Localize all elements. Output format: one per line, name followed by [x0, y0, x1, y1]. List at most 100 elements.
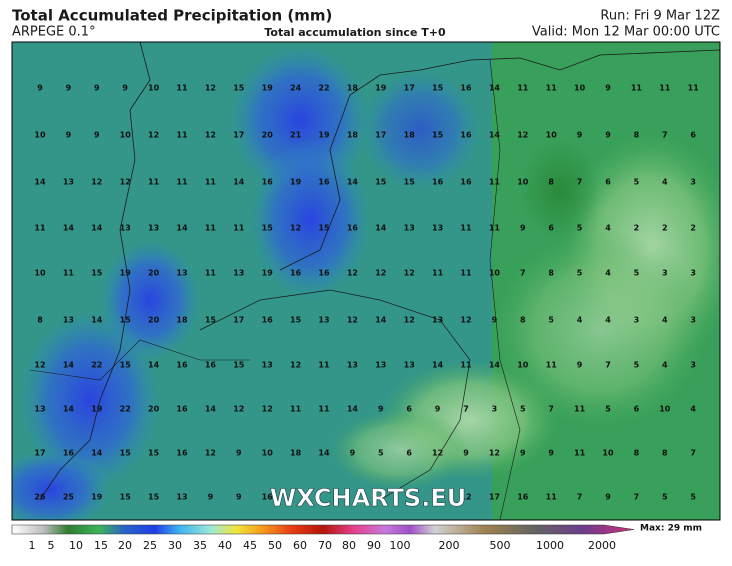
grid-value: 9 — [520, 224, 526, 233]
grid-value: 17 — [233, 131, 244, 140]
colorbar-label: 60 — [293, 539, 307, 552]
grid-value: 6 — [406, 405, 412, 414]
grid-value: 14 — [375, 316, 387, 325]
colorbar-label: 50 — [268, 539, 282, 552]
grid-value: 11 — [460, 269, 472, 278]
grid-value: 15 — [290, 316, 302, 325]
grid-value: 9 — [66, 84, 72, 93]
grid-value: 11 — [574, 405, 586, 414]
grid-value: 16 — [262, 178, 274, 187]
grid-value: 4 — [662, 178, 668, 187]
colorbar-label: 200 — [439, 539, 460, 552]
grid-value: 13 — [63, 316, 74, 325]
grid-value: 5 — [605, 405, 611, 414]
grid-value: 15 — [120, 361, 132, 370]
grid-value: 11 — [176, 84, 188, 93]
grid-value: 11 — [517, 84, 529, 93]
grid-value: 9 — [548, 449, 554, 458]
grid-value: 11 — [688, 84, 700, 93]
grid-value: 26 — [34, 493, 46, 502]
grid-value: 6 — [690, 131, 696, 140]
grid-value: 15 — [148, 449, 160, 458]
grid-value: 4 — [605, 269, 611, 278]
grid-value: 11 — [631, 84, 643, 93]
valid: Valid: Mon 12 Mar 00:00 UTC — [532, 25, 720, 40]
grid-value: 13 — [404, 224, 415, 233]
grid-value: 14 — [91, 449, 103, 458]
grid-value: 19 — [318, 131, 330, 140]
grid-value: 9 — [463, 449, 469, 458]
colorbar-label: 500 — [490, 539, 511, 552]
grid-value: 12 — [404, 316, 415, 325]
grid-value: 9 — [94, 84, 100, 93]
grid-value: 12 — [517, 131, 528, 140]
grid-value: 18 — [347, 84, 359, 93]
grid-value: 16 — [318, 178, 330, 187]
grid-value: 7 — [634, 493, 640, 502]
grid-value: 10 — [602, 449, 614, 458]
grid-value: 16 — [176, 361, 188, 370]
grid-value: 10 — [489, 269, 501, 278]
grid-value: 5 — [690, 493, 696, 502]
grid-value: 9 — [66, 131, 72, 140]
grid-value: 8 — [634, 449, 640, 458]
grid-value: 12 — [404, 269, 415, 278]
grid-value: 6 — [634, 405, 640, 414]
grid-value: 14 — [91, 316, 103, 325]
grid-value: 18 — [347, 131, 359, 140]
colorbar-label: 25 — [143, 539, 157, 552]
grid-value: 15 — [148, 493, 160, 502]
grid-value: 11 — [205, 224, 217, 233]
map-field — [12, 42, 720, 520]
grid-value: 9 — [605, 493, 611, 502]
grid-value: 11 — [574, 449, 586, 458]
colorbar-label: 15 — [94, 539, 108, 552]
grid-value: 24 — [290, 84, 302, 93]
grid-value: 5 — [662, 493, 668, 502]
grid-value: 13 — [148, 224, 159, 233]
grid-value: 14 — [63, 361, 75, 370]
grid-value: 12 — [120, 178, 131, 187]
grid-value: 19 — [290, 178, 302, 187]
grid-value: 11 — [318, 361, 330, 370]
grid-value: 16 — [460, 178, 472, 187]
grid-value: 8 — [548, 178, 554, 187]
grid-value: 10 — [659, 405, 671, 414]
grid-value: 14 — [489, 131, 501, 140]
grid-value: 9 — [236, 449, 242, 458]
grid-value: 16 — [517, 493, 529, 502]
grid-value: 9 — [492, 316, 498, 325]
grid-value: 14 — [489, 84, 501, 93]
grid-value: 11 — [34, 224, 46, 233]
grid-value: 9 — [605, 131, 611, 140]
grid-value: 7 — [463, 405, 469, 414]
grid-value: 14 — [148, 361, 160, 370]
grid-value: 8 — [634, 131, 640, 140]
grid-value: 20 — [148, 405, 160, 414]
grid-value: 3 — [634, 316, 640, 325]
grid-value: 19 — [262, 269, 274, 278]
grid-value: 14 — [318, 449, 330, 458]
grid-value: 15 — [404, 178, 416, 187]
grid-value: 16 — [290, 269, 302, 278]
grid-value: 8 — [520, 316, 526, 325]
grid-value: 13 — [63, 178, 74, 187]
grid-value: 9 — [350, 449, 356, 458]
grid-value: 2 — [690, 224, 696, 233]
grid-value: 12 — [460, 316, 471, 325]
grid-value: 17 — [34, 449, 45, 458]
colorbar-label: 45 — [243, 539, 257, 552]
grid-value: 9 — [122, 84, 128, 93]
grid-value: 15 — [205, 316, 217, 325]
grid-value: 7 — [548, 405, 554, 414]
grid-value: 14 — [489, 361, 501, 370]
grid-value: 19 — [262, 84, 274, 93]
grid-value: 16 — [176, 449, 188, 458]
grid-value: 16 — [432, 178, 444, 187]
grid-value: 7 — [577, 493, 583, 502]
grid-value: 6 — [406, 449, 412, 458]
grid-value: 11 — [176, 178, 188, 187]
grid-value: 18 — [290, 449, 302, 458]
grid-value: 11 — [233, 224, 245, 233]
grid-value: 15 — [432, 84, 444, 93]
